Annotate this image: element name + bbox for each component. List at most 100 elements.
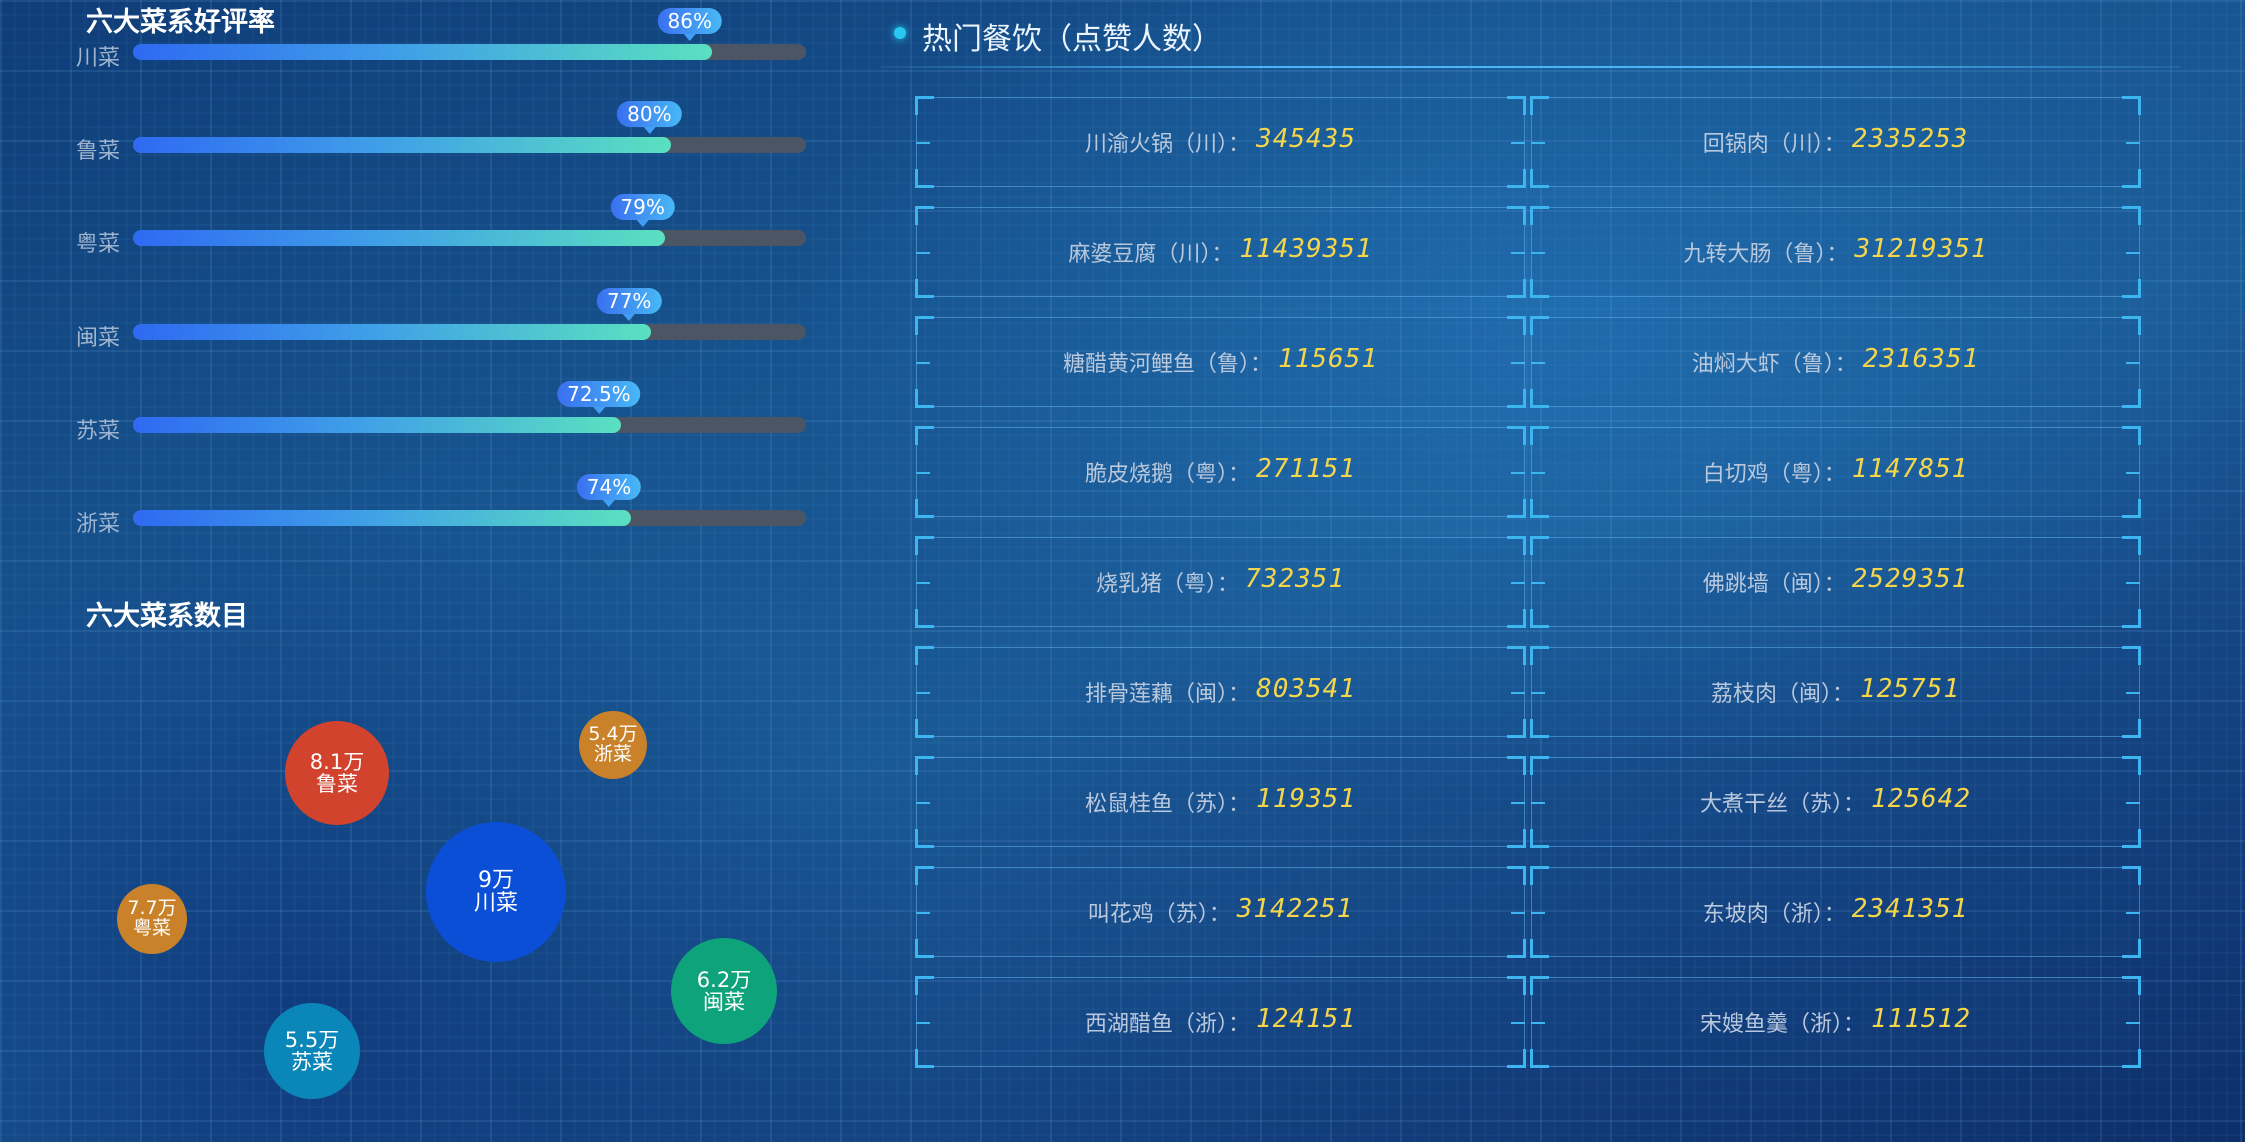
side-tick xyxy=(1531,1022,1545,1024)
side-tick xyxy=(2126,362,2140,364)
corner-bracket xyxy=(1530,1049,1549,1068)
corner-bracket xyxy=(1530,206,1549,225)
corner-bracket xyxy=(915,609,934,628)
dish-name: 烧乳猪（粤）： xyxy=(1096,572,1240,597)
corner-bracket xyxy=(915,756,934,775)
corner-bracket xyxy=(1507,976,1526,995)
rating-bar-track xyxy=(133,137,806,154)
side-tick xyxy=(916,1022,930,1024)
cuisine-count-bubble: 5.4万 浙菜 xyxy=(579,711,647,779)
dish-name: 荔枝肉（闽）： xyxy=(1711,682,1855,707)
corner-bracket xyxy=(1507,206,1526,225)
corner-bracket xyxy=(915,279,934,298)
dish-card: 油焖大虾（鲁）： 2316351 xyxy=(1530,316,2141,408)
corner-bracket xyxy=(2122,389,2141,408)
rating-cuisine-label: 川菜 xyxy=(76,46,121,71)
bubble-value: 9万 xyxy=(478,867,514,893)
dish-name: 宋嫂鱼羹（浙）： xyxy=(1700,1012,1866,1037)
dish-like-count: 124151 xyxy=(1256,1004,1356,1034)
corner-bracket xyxy=(915,536,934,555)
side-tick xyxy=(1531,582,1545,584)
dish-name: 川渝火锅（川）： xyxy=(1085,132,1251,157)
rating-percent-badge: 77% xyxy=(596,287,662,321)
dish-name: 麻婆豆腐（川）： xyxy=(1068,242,1234,267)
side-tick xyxy=(1511,912,1525,914)
side-tick xyxy=(1511,692,1525,694)
corner-bracket xyxy=(2122,206,2141,225)
rating-bar-track xyxy=(133,44,806,60)
dish-name: 回锅肉（川）： xyxy=(1702,132,1846,157)
rating-section-title: 六大菜系好评率 xyxy=(86,7,275,38)
corner-bracket xyxy=(2122,866,2141,885)
bubble-cuisine-name: 浙菜 xyxy=(593,743,632,765)
rating-bar-track xyxy=(133,323,806,340)
corner-bracket xyxy=(1530,279,1549,298)
corner-bracket xyxy=(915,939,934,958)
corner-bracket xyxy=(1530,169,1549,188)
side-tick xyxy=(1531,252,1545,254)
corner-bracket xyxy=(2122,279,2141,298)
dish-name: 脆皮烧鹅（粤）： xyxy=(1085,462,1251,487)
corner-bracket xyxy=(915,1049,934,1068)
corner-bracket xyxy=(2122,499,2141,518)
corner-bracket xyxy=(1530,976,1549,995)
corner-bracket xyxy=(1530,96,1549,115)
dish-like-count: 115651 xyxy=(1278,344,1378,374)
corner-bracket xyxy=(915,389,934,408)
dish-card: 烧乳猪（粤）： 732351 xyxy=(915,536,1526,628)
side-tick xyxy=(1511,802,1525,804)
rating-row: 苏菜 72.5% xyxy=(0,380,820,465)
rating-percent-badge: 80% xyxy=(617,101,682,135)
dish-like-count: 125642 xyxy=(1871,784,1971,814)
dish-name: 松鼠桂鱼（苏）： xyxy=(1085,792,1251,817)
corner-bracket xyxy=(1507,426,1526,445)
corner-bracket xyxy=(2122,426,2141,445)
corner-bracket xyxy=(1507,169,1526,188)
title-divider xyxy=(880,66,2180,68)
bubble-value: 8.1万 xyxy=(309,749,365,774)
corner-bracket xyxy=(1507,719,1526,738)
corner-bracket xyxy=(2122,1049,2141,1068)
side-tick xyxy=(2126,472,2140,474)
dish-like-count: 803541 xyxy=(1256,674,1356,704)
dish-like-count: 1147851 xyxy=(1851,454,1969,484)
corner-bracket xyxy=(915,206,934,225)
bubble-cuisine-name: 闽菜 xyxy=(703,990,745,1014)
side-tick xyxy=(2126,692,2140,694)
side-tick xyxy=(2126,252,2140,254)
corner-bracket xyxy=(1530,609,1549,628)
dish-like-count: 271151 xyxy=(1256,454,1356,484)
corner-bracket xyxy=(915,169,934,188)
dish-like-count: 2316351 xyxy=(1862,344,1980,374)
dish-name: 白切鸡（粤）： xyxy=(1702,462,1846,487)
side-tick xyxy=(1531,142,1545,144)
cuisine-count-bubble: 7.7万 粤菜 xyxy=(117,884,187,954)
dish-card: 川渝火锅（川）： 345435 xyxy=(915,96,1526,188)
corner-bracket xyxy=(1507,756,1526,775)
corner-bracket xyxy=(1530,536,1549,555)
count-section-title: 六大菜系数目 xyxy=(86,601,248,632)
rating-row: 闽菜 77% xyxy=(0,287,820,372)
dish-card: 排骨莲藕（闽）： 803541 xyxy=(915,646,1526,738)
dish-name: 糖醋黄河鲤鱼（鲁）： xyxy=(1063,352,1273,377)
corner-bracket xyxy=(2122,316,2141,335)
corner-bracket xyxy=(915,426,934,445)
corner-bracket xyxy=(2122,646,2141,665)
hot-dishes-title: 热门餐饮（点赞人数） xyxy=(922,22,1222,57)
dish-like-count: 31219351 xyxy=(1854,234,1988,264)
cuisine-count-bubble: 5.5万 苏菜 xyxy=(264,1003,360,1099)
bubble-cuisine-name: 苏菜 xyxy=(291,1050,333,1074)
corner-bracket xyxy=(915,499,934,518)
dish-card: 东坡肉（浙）： 2341351 xyxy=(1530,866,2141,958)
rating-percent-badge: 79% xyxy=(610,194,675,228)
corner-bracket xyxy=(1507,536,1526,555)
corner-bracket xyxy=(1507,1049,1526,1068)
corner-bracket xyxy=(915,719,934,738)
dish-like-count: 11439351 xyxy=(1239,234,1373,264)
dish-card: 宋嫂鱼羹（浙）： 111512 xyxy=(1530,976,2141,1068)
bubble-value: 6.2万 xyxy=(696,967,752,992)
rating-bar-track xyxy=(133,230,806,247)
side-tick xyxy=(1531,692,1545,694)
rating-bar-fill xyxy=(133,323,652,340)
dish-name: 东坡肉（浙）： xyxy=(1702,902,1846,927)
